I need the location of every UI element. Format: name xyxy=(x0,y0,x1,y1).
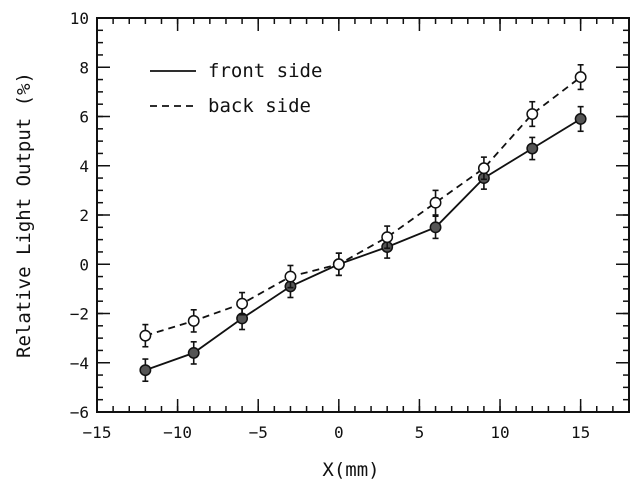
back-side-point xyxy=(477,162,490,175)
y-tick-label: 4 xyxy=(79,157,89,176)
series-back-side xyxy=(139,63,587,348)
legend-label-front-side: front side xyxy=(208,60,322,82)
y-tick-label: 10 xyxy=(70,9,89,28)
y-axis-label: Relative Light Output (%) xyxy=(13,72,35,358)
x-tick-label: −10 xyxy=(163,423,192,442)
back-side-point xyxy=(284,270,297,283)
back-side-point xyxy=(381,231,394,244)
legend-label-back-side: back side xyxy=(208,95,311,117)
front-side-point xyxy=(526,142,539,155)
back-side-point xyxy=(526,108,539,120)
x-tick-label: −15 xyxy=(83,423,112,442)
front-side-point xyxy=(187,346,200,359)
back-side-point xyxy=(429,196,442,209)
x-tick-label: 0 xyxy=(334,423,344,442)
y-tick-label: −6 xyxy=(70,403,89,422)
x-tick-label: −5 xyxy=(249,423,268,442)
back-side-point xyxy=(574,71,587,84)
y-tick-label: 2 xyxy=(79,206,89,225)
back-side-point xyxy=(187,314,200,327)
plot-area xyxy=(139,63,587,383)
plot-frame xyxy=(96,17,630,413)
front-side-line xyxy=(145,118,582,371)
back-side-point xyxy=(332,258,345,271)
front-side-point xyxy=(429,221,442,234)
y-tick-label: 8 xyxy=(79,58,89,77)
axis-ticks: −15 −10 −5 0 5 10 15 −6 −4 −2 0 2 4 6 8 10 xyxy=(70,9,630,442)
front-side-point xyxy=(574,113,587,125)
x-axis-label: X(mm) xyxy=(322,459,379,481)
x-tick-label: 5 xyxy=(415,423,425,442)
back-side-line xyxy=(145,76,582,337)
back-side-point xyxy=(139,329,152,342)
front-side-point xyxy=(139,364,152,377)
y-tick-label: −2 xyxy=(70,305,89,324)
y-tick-label: 6 xyxy=(79,108,89,127)
x-tick-label: 10 xyxy=(490,423,509,442)
series-front-side xyxy=(139,105,587,383)
x-tick-label: 15 xyxy=(571,423,590,442)
back-side-point xyxy=(236,297,249,310)
y-tick-label: 0 xyxy=(79,255,89,274)
y-tick-label: −4 xyxy=(70,354,89,373)
legend: front side back side xyxy=(150,60,322,117)
